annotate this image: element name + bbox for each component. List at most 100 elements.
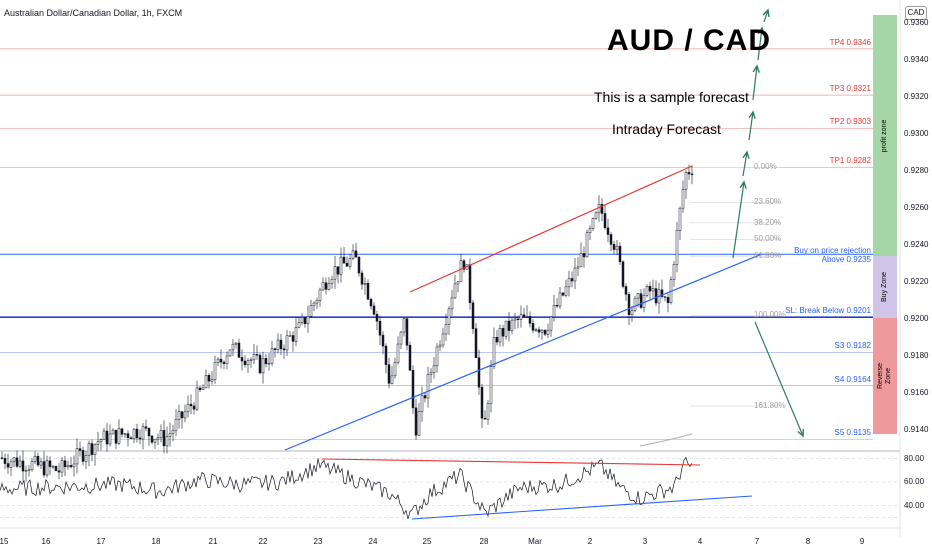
- candle-body: [246, 360, 250, 365]
- candle-body: [54, 466, 58, 472]
- candle-body: [165, 436, 169, 447]
- candle-body: [471, 302, 475, 329]
- fib-label: 23.60%: [754, 197, 782, 207]
- candle-body: [111, 429, 115, 435]
- candle-body: [87, 443, 91, 456]
- candle-body: [63, 460, 67, 468]
- candle-body: [108, 433, 112, 445]
- fib-label: 0.00%: [754, 162, 777, 172]
- candle-body: [636, 293, 640, 299]
- candle-body: [201, 387, 205, 390]
- forecast-arrow: [742, 151, 748, 177]
- candle-body: [399, 331, 403, 345]
- candle-body: [57, 470, 61, 473]
- candle-body: [519, 314, 523, 320]
- candle-body: [516, 318, 520, 320]
- candle-body: [387, 364, 391, 384]
- candle-body: [393, 361, 397, 377]
- candle-body: [285, 335, 289, 351]
- candle-body: [483, 417, 487, 420]
- candle-body: [417, 411, 421, 436]
- candle-body: [513, 318, 517, 321]
- currency-badge[interactable]: CAD: [905, 6, 927, 20]
- date-tick-label: 9: [859, 537, 865, 546]
- candle-body: [93, 444, 97, 455]
- reverse-zone: Reverse Zone: [873, 318, 897, 434]
- candle-body: [84, 455, 88, 462]
- candle-body: [408, 344, 412, 371]
- candle-body: [333, 266, 337, 280]
- forecast-arrow-head: [762, 8, 770, 18]
- rsi-tick-label: 40.00: [904, 500, 925, 510]
- price-tick-label: 0.9360: [904, 18, 929, 27]
- candle-body: [642, 295, 646, 308]
- candle-body: [204, 374, 208, 389]
- candle-body: [600, 203, 604, 214]
- candle-body: [36, 456, 40, 466]
- candle-body: [579, 253, 583, 268]
- candle-body: [405, 318, 409, 346]
- candle-body: [102, 430, 106, 440]
- candle-body: [357, 256, 361, 274]
- forecast-arrow: [748, 111, 754, 141]
- candle-body: [522, 314, 526, 318]
- candle-body: [612, 244, 616, 250]
- fib-label: 61.80%: [754, 251, 782, 261]
- candle-body: [180, 411, 184, 419]
- candle-body: [510, 319, 514, 331]
- candle-body: [294, 327, 298, 342]
- candle-body: [462, 260, 466, 270]
- candle-body: [618, 245, 622, 262]
- candle-body: [552, 305, 556, 318]
- candle-body: [576, 266, 580, 269]
- candle-body: [585, 232, 589, 258]
- candle-body: [678, 207, 682, 231]
- candle-body: [222, 361, 226, 364]
- candle-body: [663, 296, 667, 298]
- candle-body: [375, 314, 379, 322]
- date-tick-label: 21: [208, 537, 218, 546]
- candle-body: [456, 281, 460, 285]
- candle-body: [528, 316, 532, 324]
- candle-body: [312, 302, 316, 307]
- candle-body: [309, 305, 313, 317]
- candle-body: [438, 344, 442, 348]
- level-label: S5 0.9135: [834, 428, 871, 438]
- price-tick-label: 0.9280: [904, 166, 929, 175]
- candle-body: [423, 395, 427, 399]
- candle-body: [555, 305, 559, 307]
- date-tick-label: 25: [422, 537, 432, 546]
- reverse-zone-label: Reverse Zone: [877, 362, 892, 390]
- candle-body: [435, 346, 439, 367]
- candle-body: [480, 386, 484, 419]
- candle-body: [498, 328, 502, 343]
- candle-body: [303, 317, 307, 324]
- forecast-type-note: Intraday Forecast: [612, 121, 721, 137]
- candle-body: [261, 358, 265, 374]
- forecast-arrow-head: [757, 26, 765, 35]
- forecast-arrow-head: [739, 180, 747, 189]
- candle-body: [120, 428, 124, 435]
- candle-body: [9, 461, 13, 468]
- candle-body: [321, 282, 325, 291]
- date-tick-label: 4: [697, 537, 703, 546]
- candle-body: [264, 358, 268, 365]
- candle-body: [402, 318, 406, 333]
- candle-body: [627, 294, 631, 315]
- candle-body: [531, 323, 535, 331]
- candle-body: [681, 189, 685, 209]
- candle-body: [429, 372, 433, 375]
- candle-body: [390, 375, 394, 384]
- forecast-arrow: [752, 65, 758, 101]
- candle-body: [234, 342, 238, 345]
- price-tick-label: 0.9260: [904, 203, 929, 212]
- date-tick-label: 16: [41, 537, 51, 546]
- candle-body: [660, 289, 664, 297]
- date-tick-label: 24: [368, 537, 378, 546]
- candle-body: [3, 458, 7, 464]
- candle-body: [159, 430, 163, 439]
- forecast-arrow: [732, 181, 745, 259]
- candle-body: [39, 461, 43, 466]
- candle-body: [21, 460, 25, 472]
